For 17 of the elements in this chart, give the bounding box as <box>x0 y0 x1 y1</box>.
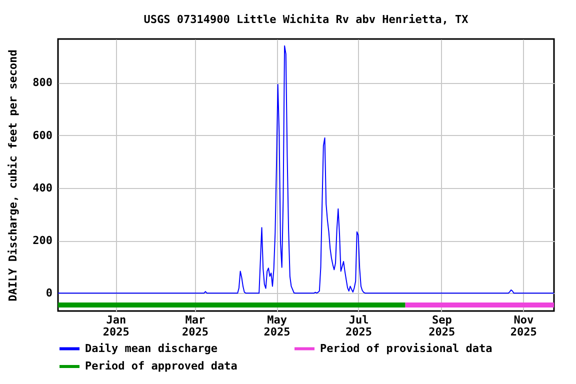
x-tick-label: Jul 2025 <box>346 314 372 338</box>
x-tick-label: Mar 2025 <box>182 314 208 338</box>
y-tick-label: 400 <box>32 181 52 194</box>
y-tick-label: 200 <box>32 234 52 247</box>
x-tick-label: May 2025 <box>264 314 290 338</box>
x-tick-label: Jan 2025 <box>102 314 130 338</box>
y-axis-title: DAILY Discharge, cubic feet per second <box>6 50 20 302</box>
y-tick-label: 800 <box>32 76 52 90</box>
x-tick-label: Sep 2025 <box>428 314 456 338</box>
chart-title: USGS 07314900 Little Wichita Rv abv Henrietta, TX <box>144 13 469 26</box>
legend-label: Daily mean discharge <box>85 342 218 355</box>
legend-label: Period of approved data <box>85 360 238 372</box>
x-tick-label: Nov 2025 <box>510 314 537 338</box>
line-series <box>58 45 554 294</box>
legend-label: Period of provisional data <box>320 342 492 355</box>
y-tick-label: 0 <box>46 286 52 300</box>
y-tick-label: 600 <box>32 128 52 142</box>
